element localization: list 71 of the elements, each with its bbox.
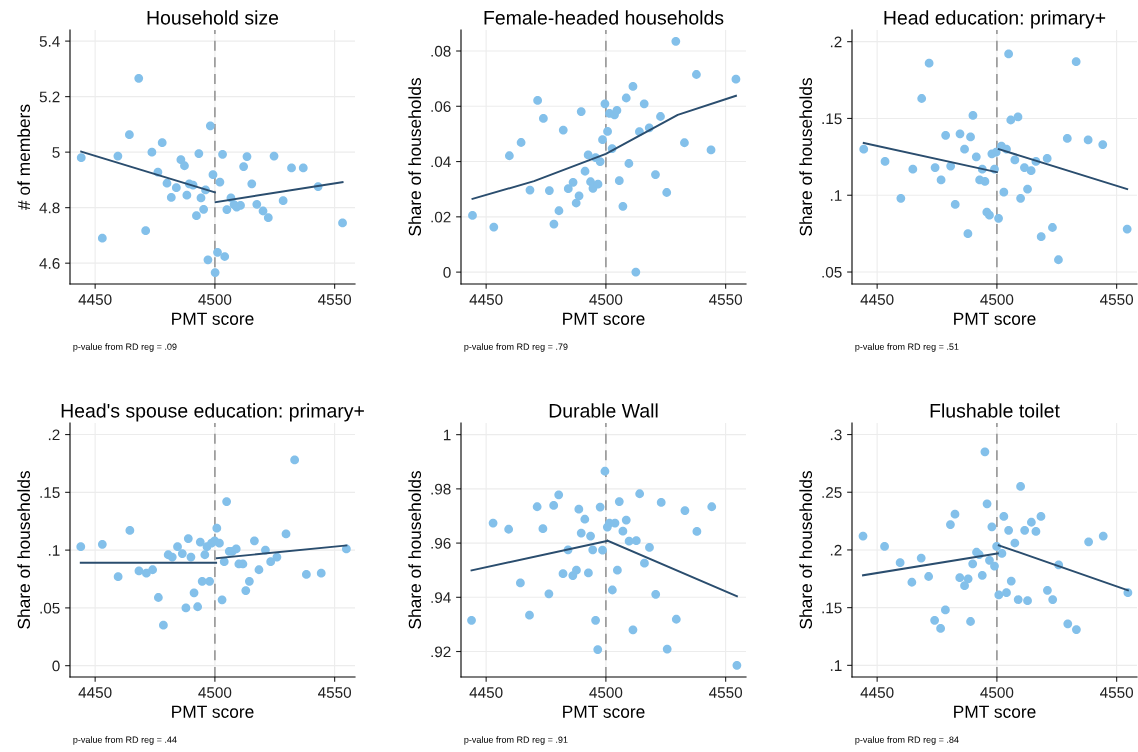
chart-title: Head education: primary+ xyxy=(884,10,1106,29)
x-tick-label: 4500 xyxy=(589,294,623,305)
x-tick-label: 4550 xyxy=(709,687,743,698)
x-tick-label: 4500 xyxy=(198,687,232,698)
chart-title: Flushable toilet xyxy=(930,403,1060,418)
text: p-value from RD reg = .79 xyxy=(464,343,568,352)
y-tick-label: .94 xyxy=(431,592,451,603)
x-axis-title: PMT score xyxy=(563,312,645,325)
y-tick-label: .96 xyxy=(431,537,451,549)
text: p-value from RD reg = .84 xyxy=(855,736,959,745)
text: p-value from RD reg = .91 xyxy=(464,736,568,745)
y-tick-label: .1 xyxy=(48,545,60,556)
y-tick-label: .04 xyxy=(431,156,451,168)
text: p-value from RD reg = .51 xyxy=(855,343,959,352)
y-tick-label: 5.4 xyxy=(39,36,60,47)
y-tick-label: .08 xyxy=(431,45,451,57)
y-tick-label: .2 xyxy=(830,36,842,48)
y-tick-label: 5 xyxy=(52,147,60,158)
y-tick-label: .06 xyxy=(431,101,451,112)
y-tick-label: .02 xyxy=(431,211,451,223)
x-axis-title: PMT score xyxy=(172,705,254,718)
x-axis-title: PMT score xyxy=(954,312,1036,325)
y-axis-title: # of members xyxy=(17,104,31,210)
x-tick-label: 4550 xyxy=(1100,687,1134,698)
y-tick-label: .1 xyxy=(830,660,842,671)
x-axis-title: PMT score xyxy=(563,705,645,718)
y-tick-label: .1 xyxy=(830,190,842,201)
x-tick-label: 4500 xyxy=(589,687,623,698)
x-tick-label: 4450 xyxy=(78,294,112,305)
x-tick-label: 4500 xyxy=(198,294,232,305)
x-tick-label: 4550 xyxy=(318,294,352,305)
y-tick-label: .05 xyxy=(40,602,60,614)
y-tick-label: .15 xyxy=(822,113,842,125)
x-tick-label: 4450 xyxy=(860,687,894,698)
chart-title: Head's spouse education: primary+ xyxy=(61,403,364,422)
y-axis-title: Share of households xyxy=(408,77,422,236)
y-axis-title: Share of households xyxy=(408,470,422,629)
y-tick-label: .98 xyxy=(431,483,451,495)
y-tick-label: .2 xyxy=(48,429,60,441)
y-tick-label: 1 xyxy=(443,429,451,441)
x-tick-label: 4450 xyxy=(469,294,503,305)
x-tick-label: 4500 xyxy=(980,687,1014,698)
y-tick-label: 0 xyxy=(52,660,60,672)
y-tick-label: 4.8 xyxy=(39,202,60,214)
y-axis-title: Share of households xyxy=(799,77,813,236)
y-tick-label: .25 xyxy=(822,487,842,498)
chart-title: Household size xyxy=(147,10,279,25)
x-axis-title: PMT score xyxy=(954,705,1036,718)
x-tick-label: 4450 xyxy=(860,294,894,305)
y-tick-label: .15 xyxy=(40,487,60,499)
x-tick-label: 4550 xyxy=(709,294,743,305)
y-tick-label: 0 xyxy=(443,266,451,278)
y-axis-title: Share of households xyxy=(799,470,813,629)
y-axis-title: Share of households xyxy=(17,470,31,629)
y-tick-label: .15 xyxy=(822,602,842,614)
y-tick-label: 5.2 xyxy=(39,91,60,103)
text: p-value from RD reg = .09 xyxy=(73,343,177,352)
chart-title: Female-headed households xyxy=(484,10,724,25)
y-tick-label: 4.6 xyxy=(39,258,60,269)
y-tick-label: .3 xyxy=(830,429,842,441)
x-tick-label: 4450 xyxy=(78,687,112,698)
x-tick-label: 4450 xyxy=(469,687,503,698)
y-tick-label: .05 xyxy=(822,266,842,278)
x-tick-label: 4550 xyxy=(1100,294,1134,305)
y-tick-label: .92 xyxy=(431,646,451,658)
y-tick-label: .2 xyxy=(830,544,842,556)
x-axis-title: PMT score xyxy=(172,312,254,325)
text: p-value from RD reg = .44 xyxy=(73,736,177,745)
x-tick-label: 4550 xyxy=(318,687,352,698)
x-tick-label: 4500 xyxy=(980,294,1014,305)
chart-title: Durable Wall xyxy=(549,403,658,418)
